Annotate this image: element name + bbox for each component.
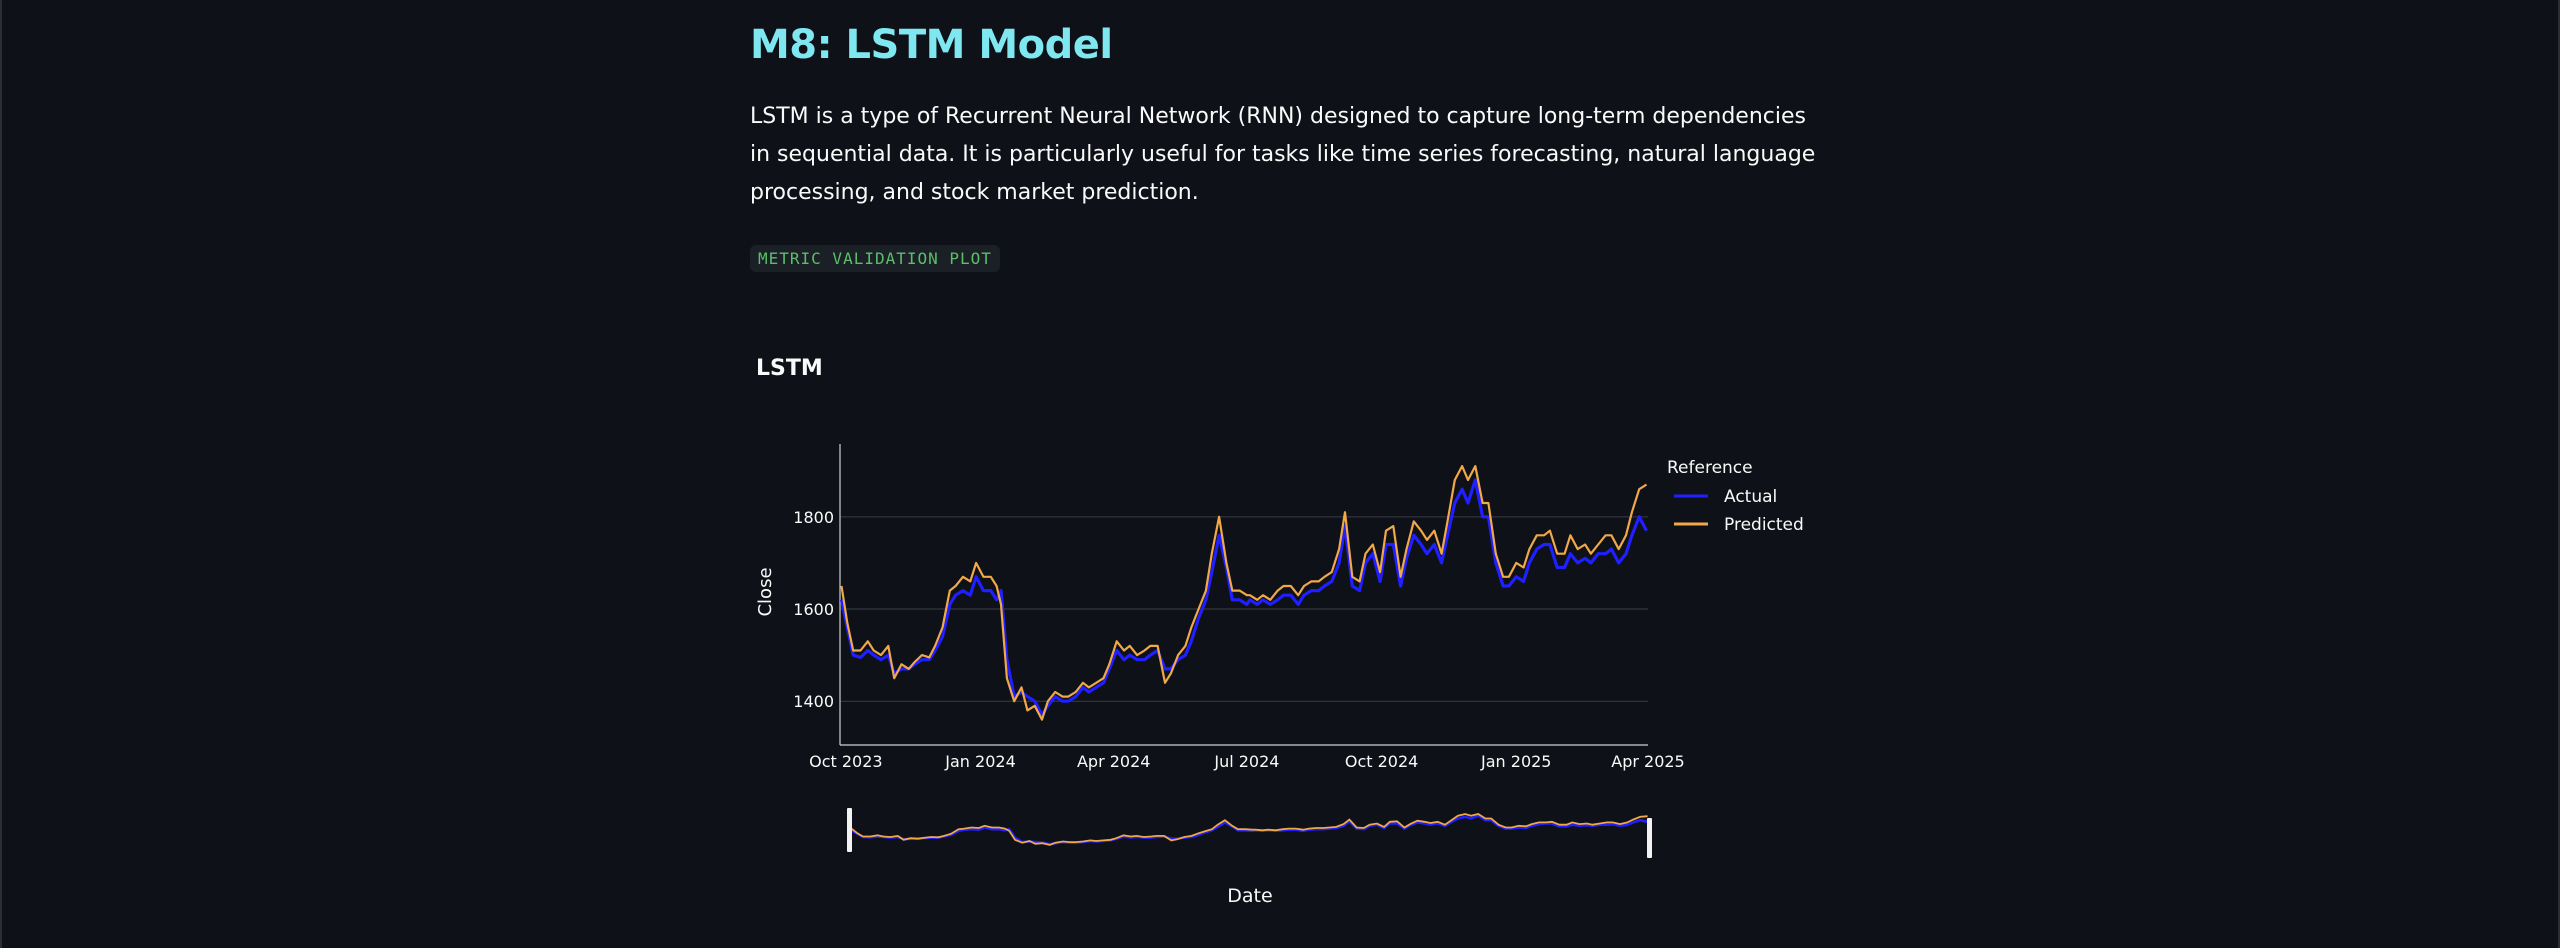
x-tick-label: Apr 2025	[1611, 752, 1684, 771]
slider-line-predicted	[850, 813, 1648, 846]
x-tick-label: Apr 2024	[1077, 752, 1150, 771]
x-tick-label: Oct 2023	[809, 752, 882, 771]
slider-line-actual	[850, 814, 1648, 846]
chart-gridlines	[840, 516, 1648, 702]
y-axis-label: Close	[755, 567, 776, 616]
x-axis-label: Date	[1227, 885, 1272, 907]
y-tick-label: 1600	[793, 600, 834, 619]
metric-validation-code-label: METRIC VALIDATION PLOT	[750, 245, 1000, 272]
chart-axes	[839, 444, 1648, 746]
chart-plot-area[interactable]	[839, 465, 1648, 721]
x-tick-label: Jul 2024	[1213, 752, 1279, 771]
x-tick-label: Jan 2024	[944, 752, 1015, 771]
range-slider-left-handle[interactable]	[847, 808, 852, 852]
legend-label-predicted[interactable]: Predicted	[1724, 515, 1804, 535]
chart-title: LSTM	[756, 356, 823, 381]
series-line-predicted[interactable]	[840, 465, 1648, 721]
legend-label-actual[interactable]: Actual	[1724, 487, 1777, 507]
y-tick-label: 1400	[793, 692, 834, 711]
lstm-chart[interactable]: LSTM 1400 1600 1800 Oct 2023 Jan 2024 Apr 202…	[750, 330, 1820, 930]
y-tick-label: 1800	[793, 508, 834, 527]
series-line-actual[interactable]	[839, 478, 1648, 717]
x-tick-label: Oct 2024	[1345, 752, 1418, 771]
range-slider-right-handle[interactable]	[1647, 818, 1652, 858]
legend-title: Reference	[1667, 458, 1753, 478]
chart-tick-labels: 1400 1600 1800 Oct 2023 Jan 2024 Apr 2024 Jul …	[793, 508, 1684, 771]
chart-legend[interactable]: Reference Actual Predicted	[1667, 458, 1804, 535]
x-tick-label: Jan 2025	[1480, 752, 1551, 771]
range-slider[interactable]	[847, 808, 1652, 858]
model-description: LSTM is a type of Recurrent Neural Netwo…	[750, 104, 1816, 205]
page-title: M8: LSTM Model	[750, 22, 1113, 68]
